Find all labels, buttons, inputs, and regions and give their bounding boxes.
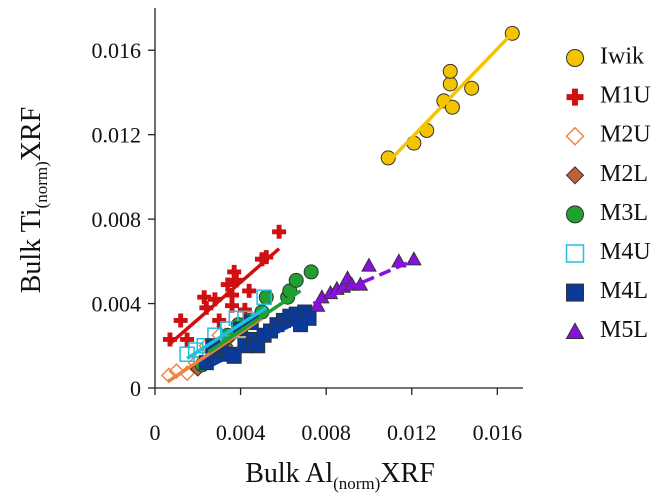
legend-marker: [565, 322, 585, 339]
point: [259, 250, 274, 265]
legend-marker: [566, 88, 584, 106]
legend-label: M1U: [600, 83, 651, 109]
point: [220, 277, 235, 292]
trend-line: [186, 306, 268, 360]
point: [212, 313, 227, 328]
x-tick-label: 0.012: [387, 420, 437, 445]
y-tick-label: 0.016: [92, 38, 142, 63]
legend-label: M4L: [600, 278, 648, 304]
x-axis-label: Bulk Al(norm)XRF: [245, 458, 435, 493]
y-label-main: Bulk Ti: [16, 208, 47, 293]
x-label-suffix: XRF: [380, 458, 434, 489]
point: [361, 257, 377, 272]
trend-line: [207, 289, 302, 354]
trend-line: [207, 314, 310, 369]
point: [207, 292, 222, 307]
point: [464, 80, 480, 96]
point: [256, 289, 272, 305]
legend-marker: [565, 126, 585, 146]
point: [444, 99, 460, 115]
legend-label: M3L: [600, 200, 648, 226]
trend-line: [312, 257, 417, 306]
x-label-subscript: (norm): [333, 474, 380, 493]
legend-label: M5L: [600, 317, 648, 343]
legend-label: M2U: [600, 122, 651, 148]
x-tick-label: 0: [150, 420, 161, 445]
x-tick-label: 0.008: [301, 420, 351, 445]
point: [199, 300, 214, 315]
point: [288, 272, 304, 288]
point: [225, 288, 240, 303]
point: [173, 313, 188, 328]
point: [272, 224, 287, 239]
point: [180, 332, 195, 347]
point: [227, 264, 242, 279]
point: [303, 264, 319, 280]
trend-line: [386, 32, 514, 164]
y-axis-label: Bulk Ti(norm)XRF: [16, 107, 51, 294]
x-tick-label: 0.016: [473, 420, 523, 445]
point: [442, 63, 458, 79]
point: [168, 363, 185, 380]
point: [197, 290, 212, 305]
legend-marker: [565, 244, 585, 263]
x-label-main: Bulk Al: [245, 458, 333, 489]
point: [442, 76, 458, 92]
y-tick-label: 0.008: [92, 207, 142, 232]
legend-marker: [566, 283, 584, 302]
trend-line: [168, 247, 281, 345]
point: [162, 332, 177, 347]
legend-marker: [566, 205, 584, 224]
y-tick-label: 0.004: [92, 292, 142, 317]
y-label-suffix: XRF: [16, 107, 47, 161]
legend-label: M4U: [600, 239, 651, 265]
point: [237, 302, 252, 317]
y-tick-label: 0.012: [92, 123, 142, 148]
point: [380, 150, 396, 166]
legend-label: Iwik: [600, 44, 644, 70]
point: [229, 273, 244, 288]
legend-label: M2L: [600, 161, 648, 187]
point: [225, 298, 240, 313]
legend-marker: [565, 166, 585, 185]
y-tick-label: 0: [130, 376, 141, 401]
point: [242, 283, 257, 298]
x-tick-label: 0.004: [216, 420, 266, 445]
legend-marker: [566, 49, 584, 67]
y-label-subscript: (norm): [32, 161, 51, 208]
